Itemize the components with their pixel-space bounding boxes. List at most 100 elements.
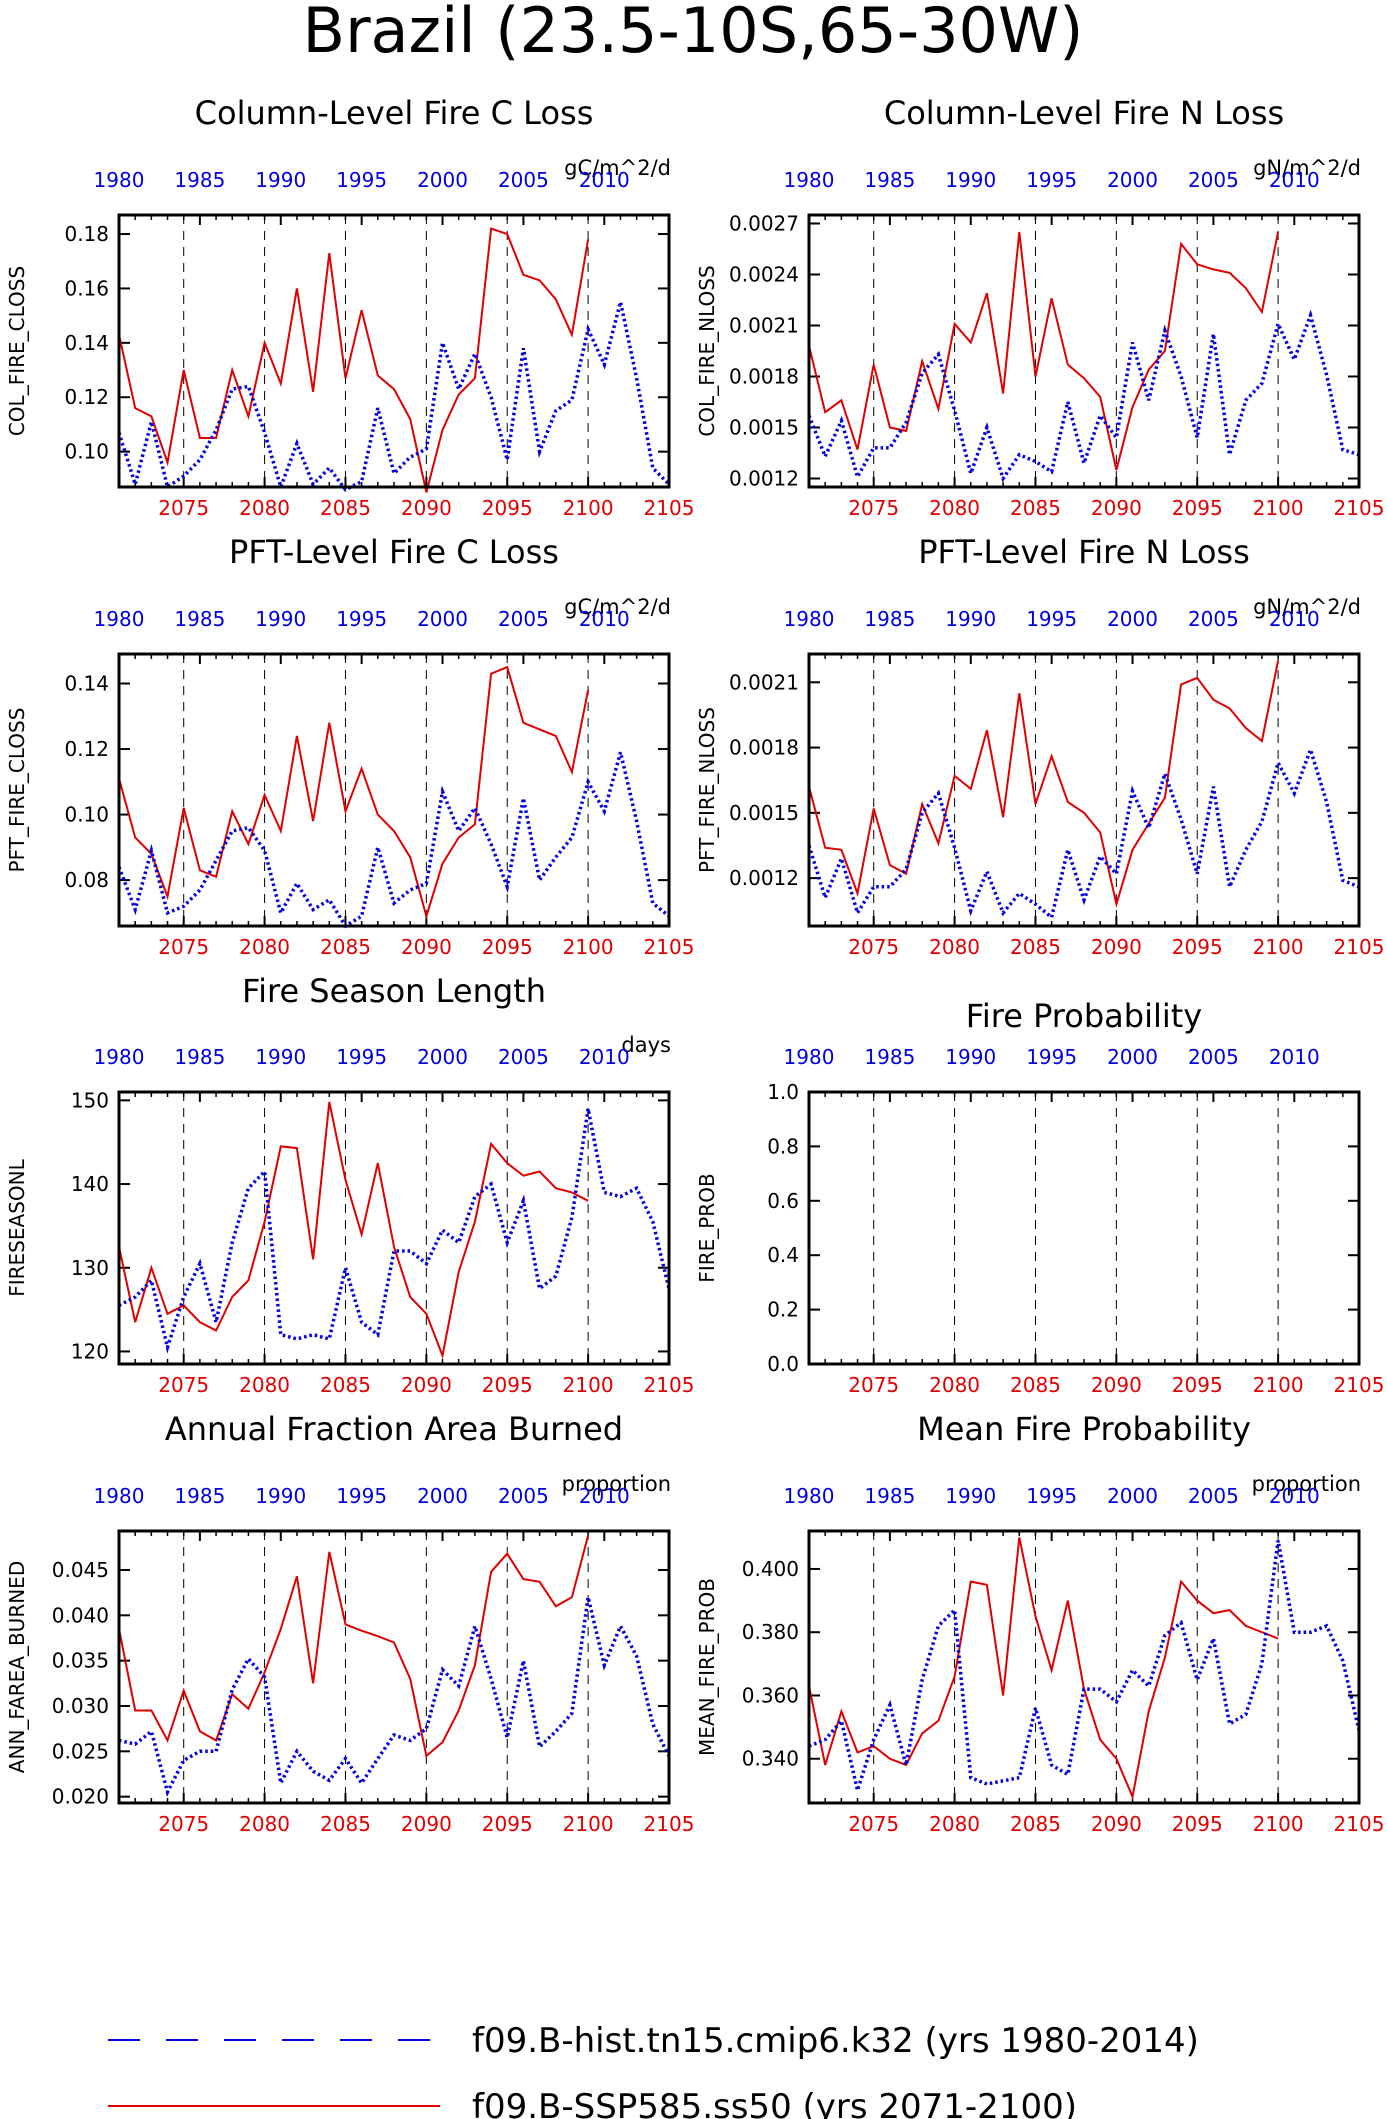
x-top-tick-label: 1995: [1026, 1484, 1077, 1508]
x-top-tick-label: 1980: [94, 607, 145, 631]
plot-frame: [117, 1529, 671, 1805]
y-tick-label: 0.12: [64, 385, 109, 409]
plot-frame: [807, 652, 1361, 928]
units-label: gN/m^2/d: [1253, 156, 1361, 180]
y-tick-label: 0.6: [767, 1189, 799, 1213]
x-bottom-tick-label: 2100: [1253, 935, 1304, 959]
y-tick-label: 0.0027: [729, 212, 799, 236]
y-tick-label: 0.025: [52, 1739, 109, 1763]
x-top-tick-label: 2005: [498, 1045, 549, 1069]
x-top-tick-label: 2000: [417, 607, 468, 631]
chart-panel-1: Column-Level Fire C Loss gC/m^2/d COL_FIRE…: [5, 94, 694, 520]
x-top-tick-label: 2010: [579, 1045, 630, 1069]
x-bottom-tick-label: 2080: [929, 496, 980, 520]
x-top-tick-label: 1995: [336, 1045, 387, 1069]
y-tick-label: 0.0024: [729, 263, 799, 287]
x-top-tick-label: 2005: [1188, 168, 1239, 192]
x-top-tick-label: 1990: [255, 607, 306, 631]
x-bottom-tick-label: 2090: [401, 935, 452, 959]
x-bottom-tick-label: 2100: [1253, 1373, 1304, 1397]
x-bottom-tick-label: 2090: [1091, 1373, 1142, 1397]
x-top-tick-label: 2000: [1107, 168, 1158, 192]
x-top-tick-label: 2005: [498, 607, 549, 631]
x-bottom-tick-label: 2090: [1091, 935, 1142, 959]
y-tick-label: 0.4: [767, 1243, 799, 1267]
y-tick-label: 140: [71, 1172, 109, 1196]
y-tick-label: 0.0021: [729, 314, 799, 338]
y-axis-label: COL_FIRE_CLOSS: [5, 266, 29, 436]
x-bottom-tick-label: 2100: [563, 1373, 614, 1397]
x-top-tick-label: 1980: [784, 607, 835, 631]
units-label: gC/m^2/d: [564, 156, 671, 180]
x-bottom-tick-label: 2095: [1172, 496, 1223, 520]
y-tick-label: 0.040: [52, 1603, 109, 1627]
x-top-tick-label: 2010: [579, 607, 630, 631]
x-top-tick-label: 1990: [255, 168, 306, 192]
x-bottom-tick-label: 2095: [482, 1373, 533, 1397]
x-top-tick-label: 1985: [174, 168, 225, 192]
y-axis-label: FIRE_PROB: [695, 1173, 719, 1282]
chart-panel-6: Fire Probability FIRE_PROB 2075 2080 2085 209…: [695, 997, 1384, 1397]
chart-title: Fire Probability: [966, 997, 1202, 1035]
x-bottom-tick-label: 2090: [401, 1812, 452, 1836]
x-bottom-tick-label: 2075: [848, 1812, 899, 1836]
x-bottom-tick-label: 2095: [1172, 1373, 1223, 1397]
x-bottom-tick-label: 2090: [1091, 496, 1142, 520]
x-top-tick-label: 2005: [1188, 1045, 1239, 1069]
y-tick-label: 0.0018: [729, 365, 799, 389]
x-bottom-tick-label: 2105: [644, 935, 695, 959]
chart-title: PFT-Level Fire C Loss: [229, 533, 559, 571]
x-top-tick-label: 1995: [336, 1484, 387, 1508]
units-label: proportion: [562, 1472, 671, 1496]
units-label: proportion: [1252, 1472, 1361, 1496]
x-top-tick-label: 1985: [174, 1045, 225, 1069]
x-bottom-tick-label: 2090: [1091, 1812, 1142, 1836]
x-bottom-tick-label: 2095: [1172, 1812, 1223, 1836]
x-top-tick-label: 1980: [784, 1484, 835, 1508]
x-top-tick-label: 1980: [94, 168, 145, 192]
y-tick-label: 130: [71, 1256, 109, 1280]
plot-frame: [807, 1529, 1361, 1805]
y-tick-label: 0.14: [64, 331, 109, 355]
y-axis-label: PFT_FIRE_NLOSS: [695, 707, 719, 873]
series-line-hist: [117, 751, 671, 929]
series-line-ssp585: [118, 1535, 590, 1758]
x-bottom-tick-label: 2075: [848, 935, 899, 959]
x-top-tick-label: 1980: [784, 1045, 835, 1069]
chart-title: Mean Fire Probability: [917, 1410, 1251, 1448]
x-top-tick-label: 2000: [417, 1484, 468, 1508]
y-tick-label: 0.0021: [729, 670, 799, 694]
x-top-tick-label: 1980: [94, 1045, 145, 1069]
x-top-tick-label: 1980: [784, 168, 835, 192]
series-line-hist: [117, 301, 671, 493]
x-top-tick-label: 1990: [945, 607, 996, 631]
x-top-tick-label: 1990: [255, 1045, 306, 1069]
y-tick-label: 0.10: [64, 803, 109, 827]
x-bottom-tick-label: 2085: [320, 1812, 371, 1836]
chart-title: Column-Level Fire C Loss: [195, 94, 594, 132]
x-top-tick-label: 1980: [94, 1484, 145, 1508]
x-top-tick-label: 2000: [417, 168, 468, 192]
chart-title: Fire Season Length: [242, 972, 546, 1010]
y-tick-label: 0.8: [767, 1134, 799, 1158]
x-top-tick-label: 1995: [1026, 168, 1077, 192]
chart-title: PFT-Level Fire N Loss: [918, 533, 1250, 571]
series-line-ssp585: [808, 660, 1280, 909]
plot-frame: [117, 213, 671, 489]
x-bottom-tick-label: 2100: [563, 935, 614, 959]
y-tick-label: 0.020: [52, 1785, 109, 1809]
x-bottom-tick-label: 2085: [320, 1373, 371, 1397]
x-top-tick-label: 1995: [336, 168, 387, 192]
x-bottom-tick-label: 2080: [239, 1373, 290, 1397]
y-tick-label: 0.360: [742, 1683, 799, 1707]
x-top-tick-label: 2000: [1107, 607, 1158, 631]
x-bottom-tick-label: 2105: [1334, 1373, 1385, 1397]
y-tick-label: 0.0018: [729, 736, 799, 760]
y-tick-label: 120: [71, 1339, 109, 1363]
y-axis-label: MEAN_FIRE_PROB: [695, 1578, 719, 1756]
x-top-tick-label: 2010: [579, 1484, 630, 1508]
x-bottom-tick-label: 2085: [320, 496, 371, 520]
